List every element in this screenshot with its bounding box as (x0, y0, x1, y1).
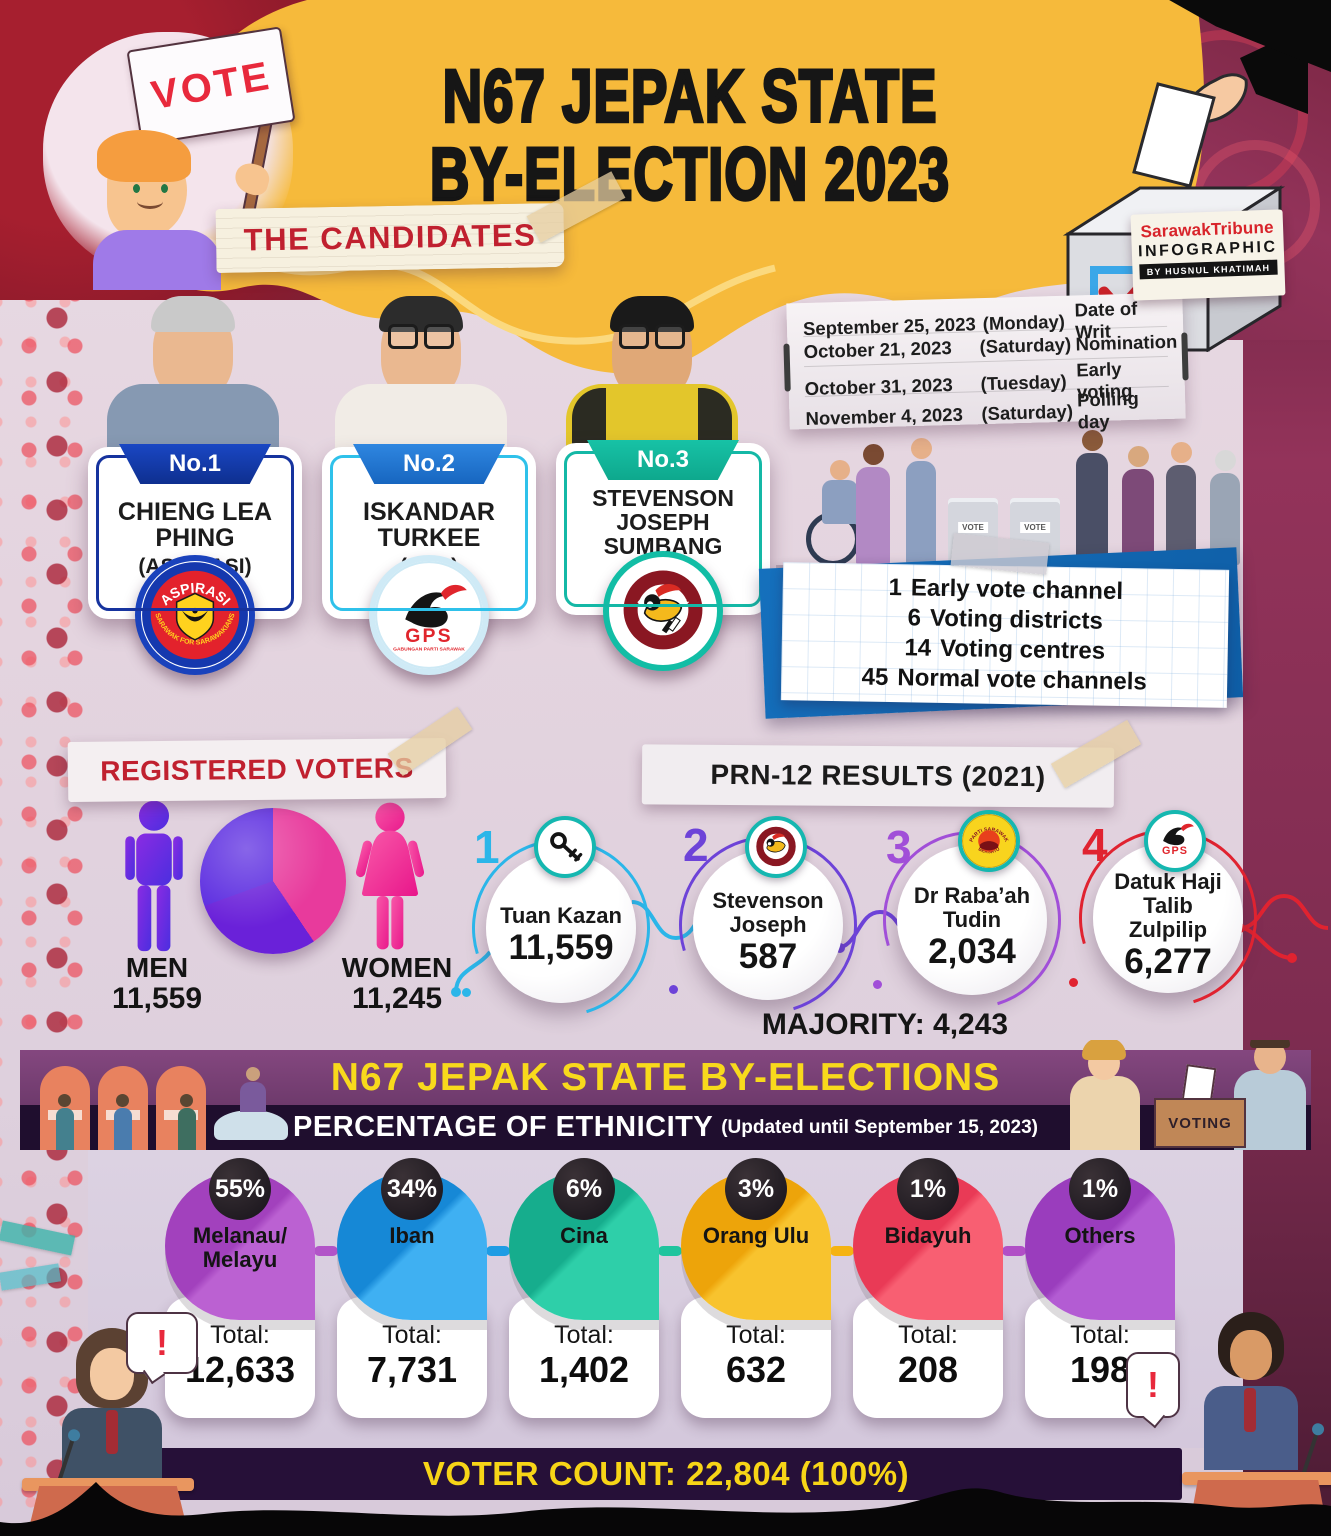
women-value: 11,245 (351, 982, 443, 1015)
men-label: MEN (125, 952, 189, 983)
percent-badge: 55% (209, 1158, 271, 1220)
channel-line: 45 Normal vote channels (861, 663, 1147, 696)
male-icon (125, 800, 183, 952)
key-icon (534, 816, 596, 878)
card-connector (1002, 1246, 1026, 1256)
women-label: WOMEN (341, 952, 453, 983)
publisher-type: INFOGRAPHIC (1137, 238, 1278, 261)
card-connector (658, 1246, 682, 1256)
result-circle-1: Tuan Kazan 11,559 (462, 853, 636, 1003)
vote-sign-label: VOTE (147, 53, 275, 118)
svg-text:GABUNGAN PARTI SARAWAK: GABUNGAN PARTI SARAWAK (393, 647, 465, 653)
candidate-number-badge: No.2 (353, 444, 505, 484)
candidates-section-header: THE CANDIDATES (215, 202, 565, 274)
voting-box-label: VOTING (1154, 1098, 1246, 1148)
channel-line: 14 Voting centres (904, 634, 1106, 665)
candidate-number-badge: No.3 (587, 440, 739, 480)
result-circle-2: Stevenson Joseph 587 (669, 850, 843, 1000)
card-connector (486, 1246, 510, 1256)
percent-badge: 34% (381, 1158, 443, 1220)
ethnicity-card-cina: Total: 1,402 Cina 6% (509, 1158, 659, 1418)
candidates-section-label: THE CANDIDATES (243, 217, 537, 258)
candidate-photo-1 (102, 286, 284, 450)
candidate-photo-2 (326, 282, 516, 450)
candidate-name: ISKANDAR TURKEE (363, 498, 495, 552)
speech-bubble: ! (1126, 1352, 1180, 1418)
title-line-1: N67 JEPAK STATE (441, 55, 938, 139)
rank-number: 2 (683, 819, 709, 871)
publisher-byline: BY HUSNUL KHATIMAH (1139, 259, 1278, 280)
character-body (93, 230, 221, 290)
prn12-results-label: PRN-12 RESULTS (2021) (710, 758, 1046, 793)
voting-booths-illustration (26, 1044, 306, 1150)
percent-badge: 1% (1069, 1158, 1131, 1220)
ballot-box-small-icon: VOTE (1010, 498, 1060, 562)
ethnicity-card-orang-ulu: Total: 632 Orang Ulu 3% (681, 1158, 831, 1418)
ethnicity-card-iban: Total: 7,731 Iban 34% (337, 1158, 487, 1418)
rank-number: 4 (1082, 819, 1108, 871)
torn-edge-decoration (0, 1482, 1331, 1536)
gps-logo-icon: GPS (1144, 810, 1206, 872)
card-connector (314, 1246, 338, 1256)
party-logo-aspirasi-icon: ASPIRASI SARAWAK FOR SARAWAKIANS (135, 555, 255, 675)
voting-box-illustration: VOTING (1058, 1040, 1308, 1150)
percent-badge: 1% (897, 1158, 959, 1220)
majority-value: MAJORITY: 4,243 (761, 1008, 1009, 1041)
candidate-number-badge: No.1 (119, 444, 271, 484)
ethnicity-card-bidayuh: Total: 208 Bidayuh 1% (853, 1158, 1003, 1418)
speaker-illustration-left (22, 1292, 243, 1532)
candidate-card-2: No.2 ISKANDAR TURKEE (GPS) GPS GABUNGAN … (322, 444, 536, 675)
candidate-name: CHIENG LEA PHING (117, 498, 273, 552)
election-schedule: September 25, 2023 (Monday) Date of Writ… (786, 292, 1186, 432)
publisher-logo: SarawakTribune INFOGRAPHIC BY HUSNUL KHA… (1130, 209, 1286, 301)
speech-bubble: ! (126, 1312, 198, 1374)
result-circle-3: Dr Raba’ah Tudin 2,034 (873, 845, 1047, 995)
party-logo-gps-icon: GPS GABUNGAN PARTI SARAWAK (369, 555, 489, 675)
ethnicity-card-others: Total: 198 Others 1% (1025, 1158, 1175, 1418)
vote-channels-note: 1 Early vote channel 6 Voting districts 14… (780, 562, 1230, 708)
candidate-name: STEVENSON JOSEPH SUMBANG (592, 485, 734, 559)
candidate-card-3: No.3 STEVENSON JOSEPH SUMBANG (PBK) PART… (556, 440, 770, 671)
channel-line: 1 Early vote channel (888, 573, 1124, 606)
svg-text:GPS: GPS (405, 625, 453, 647)
rank-number: 1 (474, 821, 500, 873)
rank-number: 3 (886, 821, 912, 873)
character-head (97, 130, 191, 238)
percent-badge: 6% (553, 1158, 615, 1220)
gender-pie-chart (200, 808, 346, 954)
candidate-photo-3 (552, 276, 752, 450)
registered-voters-label: REGISTERED VOTERS (100, 752, 414, 787)
prn12-results-header: PRN-12 RESULTS (2021) (641, 744, 1115, 808)
channel-line: 6 Voting districts (907, 604, 1104, 635)
voter-count-bar: VOTER COUNT: 22,804 (100%) (150, 1448, 1182, 1500)
men-value: 11,559 (111, 982, 203, 1015)
candidate-card-1: No.1 CHIENG LEA PHING (ASPIRASI) ASPIRAS… (88, 444, 302, 675)
title-line-2: BY-ELECTION 2023 (429, 133, 951, 218)
svg-text:GPS: GPS (1162, 845, 1188, 857)
registered-voters-header: REGISTERED VOTERS (67, 738, 447, 802)
party-logo-pbk-icon: PARTI BUMI KENYALANG (603, 551, 723, 671)
card-connector (830, 1246, 854, 1256)
pbk-logo-icon (745, 816, 807, 878)
page-title: N67 JEPAK STATE BY-ELECTION 2023 (335, 55, 1045, 218)
female-icon (355, 802, 425, 950)
percent-badge: 3% (725, 1158, 787, 1220)
psb-logo-icon: PARTI SARAWAK BERSATU (958, 810, 1020, 872)
